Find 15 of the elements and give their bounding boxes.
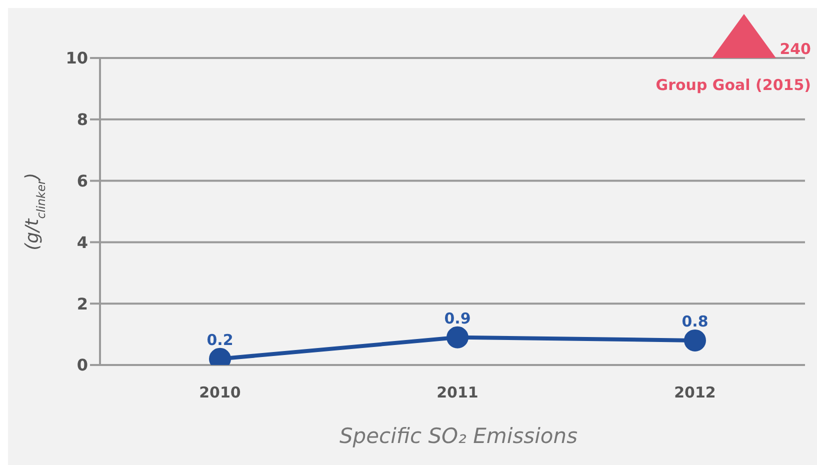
y-tick-label: 10 [66,48,88,68]
y-tick-label: 4 [76,232,88,252]
data-label: 0.2 [206,330,234,349]
y-tick-label: 2 [76,294,88,314]
x-tick-label: 2012 [674,384,716,402]
annotation: Group Goal (2015) [654,76,811,94]
x-tick-label: 2011 [436,384,478,402]
y-tick-label: 6 [76,171,88,190]
x-tick-label: 2010 [199,384,241,402]
data-label: 0.9 [444,309,471,328]
y-tick-label: 0 [76,356,88,375]
annotation: 240 [780,40,811,58]
text: Specific SO₂ Emissions [338,424,579,448]
y-tick-label: 8 [76,110,88,130]
data-label: 0.8 [682,312,708,330]
